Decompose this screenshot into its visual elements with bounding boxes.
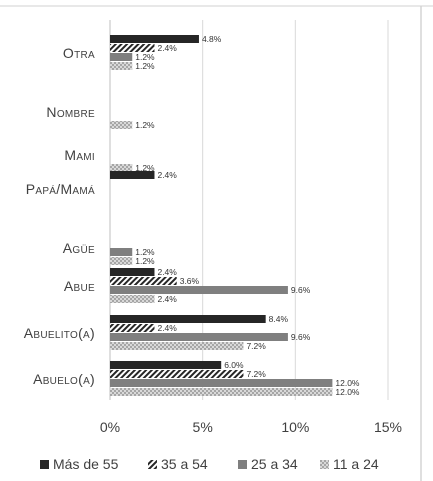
bar (110, 62, 133, 70)
bar (110, 324, 155, 332)
data-label: 2.4% (157, 323, 177, 333)
data-label: 1.2% (135, 247, 155, 257)
legend-label: 35 a 54 (161, 456, 208, 472)
bar (110, 171, 155, 179)
data-label: 6.0% (224, 360, 244, 370)
legend-label: Más de 55 (53, 456, 119, 472)
data-label: 8.4% (269, 314, 289, 324)
bar (110, 286, 288, 294)
category-label: Abue (64, 278, 95, 294)
bar (110, 333, 288, 341)
x-tick-label: 15% (374, 419, 402, 435)
bar (110, 44, 155, 52)
data-label: 9.6% (291, 332, 311, 342)
bar (110, 388, 333, 396)
bar (110, 35, 199, 43)
category-labels: Otra Nombre Mami Papá/Mamá Agüe Abue Abuelito(… (24, 45, 95, 387)
data-label: 7.2% (246, 341, 266, 351)
x-axis-ticks: 0% 5% 10% 15% (100, 419, 402, 435)
x-tick-label: 5% (193, 419, 213, 435)
bar (110, 268, 155, 276)
value-labels: 4.8%2.4%1.2%1.2%1.2%1.2%2.4%1.2%1.2%2.4%… (135, 34, 360, 397)
data-label: 7.2% (246, 369, 266, 379)
category-label: Otra (63, 45, 95, 61)
data-label: 1.2% (135, 256, 155, 266)
legend: Más de 55 35 a 54 25 a 34 11 a 24 (40, 456, 379, 472)
data-label: 4.8% (202, 34, 222, 44)
category-label: Abuelo(a) (33, 371, 95, 387)
legend-swatch (40, 460, 49, 469)
bar (110, 315, 266, 323)
data-label: 1.2% (135, 61, 155, 71)
data-label: 2.4% (157, 170, 177, 180)
legend-swatch (148, 460, 157, 469)
bar (110, 121, 133, 129)
data-label: 2.4% (157, 267, 177, 277)
bars (110, 35, 333, 396)
bar (110, 164, 133, 172)
x-tick-label: 10% (281, 419, 309, 435)
data-label: 9.6% (291, 285, 311, 295)
bar (110, 370, 244, 378)
bar (110, 361, 222, 369)
data-label: 3.6% (180, 276, 200, 286)
bar (110, 257, 133, 265)
data-label: 1.2% (135, 120, 155, 130)
legend-swatch (238, 460, 247, 469)
bar (110, 53, 133, 61)
data-label: 2.4% (157, 294, 177, 304)
legend-label: 25 a 34 (251, 456, 298, 472)
legend-swatch (320, 460, 329, 469)
data-label: 1.2% (135, 163, 155, 173)
category-label: Agüe (63, 240, 95, 256)
bar (110, 342, 244, 350)
category-label: Mami (64, 147, 95, 163)
data-label: 12.0% (335, 387, 360, 397)
bar (110, 295, 155, 303)
bar (110, 248, 133, 256)
category-label: Papá/Mamá (26, 181, 95, 197)
data-label: 1.2% (135, 52, 155, 62)
category-label: Abuelito(a) (24, 325, 95, 341)
data-label: 2.4% (157, 43, 177, 53)
data-label: 12.0% (335, 378, 360, 388)
bar (110, 277, 177, 285)
x-tick-label: 0% (100, 419, 120, 435)
legend-label: 11 a 24 (333, 456, 379, 472)
category-label: Nombre (46, 104, 95, 120)
bar (110, 379, 333, 387)
